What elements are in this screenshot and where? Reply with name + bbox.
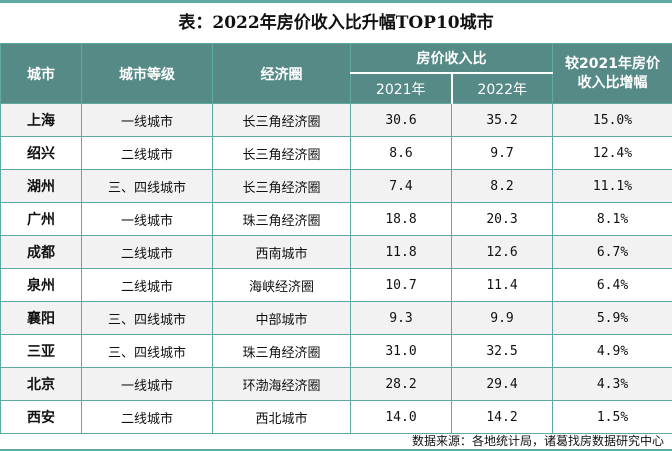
cell-growth: 5.9%: [552, 301, 672, 335]
cell-city: 北京: [0, 367, 82, 401]
table-row: 湖州 三、四线城市 长三角经济圈 7.4 8.2 11.1%: [0, 169, 672, 203]
cell-y2022: 32.5: [451, 334, 553, 368]
cell-city: 成都: [0, 235, 82, 269]
top-accent-bar: [0, 0, 672, 3]
data-table: 城市 城市等级 经济圈 房价收入比 较2021年房价收入比增幅 2021年 20…: [0, 43, 672, 434]
cell-y2022: 29.4: [451, 367, 553, 401]
cell-city: 三亚: [0, 334, 82, 368]
cell-tier: 三、四线城市: [81, 334, 213, 368]
cell-growth: 6.7%: [552, 235, 672, 269]
header-2021: 2021年: [350, 72, 453, 104]
cell-growth: 6.4%: [552, 268, 672, 302]
cell-region: 西南城市: [212, 235, 351, 269]
cell-growth: 1.5%: [552, 400, 672, 434]
cell-region: 珠三角经济圈: [212, 334, 351, 368]
cell-y2022: 14.2: [451, 400, 553, 434]
table-row: 广州 一线城市 珠三角经济圈 18.8 20.3 8.1%: [0, 202, 672, 236]
cell-y2022: 8.2: [451, 169, 553, 203]
bottom-accent-bar: [0, 449, 672, 451]
cell-region: 长三角经济圈: [212, 169, 351, 203]
cell-growth: 15.0%: [552, 103, 672, 137]
cell-y2021: 8.6: [350, 136, 452, 170]
header-2022: 2022年: [451, 72, 553, 104]
cell-tier: 一线城市: [81, 367, 213, 401]
cell-y2021: 30.6: [350, 103, 452, 137]
cell-city: 绍兴: [0, 136, 82, 170]
cell-region: 环渤海经济圈: [212, 367, 351, 401]
cell-region: 珠三角经济圈: [212, 202, 351, 236]
table-row: 北京 一线城市 环渤海经济圈 28.2 29.4 4.3%: [0, 367, 672, 401]
header-ratio: 房价收入比: [350, 43, 553, 74]
cell-y2022: 11.4: [451, 268, 553, 302]
cell-tier: 三、四线城市: [81, 169, 213, 203]
cell-tier: 二线城市: [81, 136, 213, 170]
cell-y2022: 9.9: [451, 301, 553, 335]
header-growth: 较2021年房价收入比增幅: [552, 43, 672, 104]
cell-y2021: 10.7: [350, 268, 452, 302]
table-row: 西安 二线城市 西北城市 14.0 14.2 1.5%: [0, 400, 672, 434]
cell-city: 襄阳: [0, 301, 82, 335]
cell-region: 海峡经济圈: [212, 268, 351, 302]
cell-y2021: 11.8: [350, 235, 452, 269]
cell-y2021: 28.2: [350, 367, 452, 401]
header-region: 经济圈: [212, 43, 351, 104]
source-note: 数据来源：各地统计局，诸葛找房数据研究中心: [411, 434, 664, 448]
cell-y2022: 20.3: [451, 202, 553, 236]
cell-y2021: 31.0: [350, 334, 452, 368]
cell-region: 长三角经济圈: [212, 103, 351, 137]
cell-region: 长三角经济圈: [212, 136, 351, 170]
cell-y2021: 18.8: [350, 202, 452, 236]
cell-growth: 11.1%: [552, 169, 672, 203]
cell-growth: 8.1%: [552, 202, 672, 236]
cell-city: 西安: [0, 400, 82, 434]
cell-y2021: 14.0: [350, 400, 452, 434]
cell-tier: 一线城市: [81, 202, 213, 236]
cell-tier: 二线城市: [81, 268, 213, 302]
table-row: 泉州 二线城市 海峡经济圈 10.7 11.4 6.4%: [0, 268, 672, 302]
cell-city: 湖州: [0, 169, 82, 203]
table-row: 襄阳 三、四线城市 中部城市 9.3 9.9 5.9%: [0, 301, 672, 335]
cell-city: 上海: [0, 103, 82, 137]
table-row: 绍兴 二线城市 长三角经济圈 8.6 9.7 12.4%: [0, 136, 672, 170]
cell-y2022: 35.2: [451, 103, 553, 137]
cell-tier: 一线城市: [81, 103, 213, 137]
table-title: 表：2022年房价收入比升幅TOP10城市: [178, 13, 494, 33]
cell-growth: 4.9%: [552, 334, 672, 368]
table-row: 三亚 三、四线城市 珠三角经济圈 31.0 32.5 4.9%: [0, 334, 672, 368]
header-tier: 城市等级: [81, 43, 213, 104]
cell-region: 西北城市: [212, 400, 351, 434]
cell-tier: 二线城市: [81, 400, 213, 434]
cell-y2021: 7.4: [350, 169, 452, 203]
header-city: 城市: [0, 43, 82, 104]
cell-growth: 12.4%: [552, 136, 672, 170]
table-row: 上海 一线城市 长三角经济圈 30.6 35.2 15.0%: [0, 103, 672, 137]
table-row: 成都 二线城市 西南城市 11.8 12.6 6.7%: [0, 235, 672, 269]
cell-growth: 4.3%: [552, 367, 672, 401]
cell-y2022: 9.7: [451, 136, 553, 170]
cell-city: 泉州: [0, 268, 82, 302]
cell-tier: 二线城市: [81, 235, 213, 269]
cell-y2022: 12.6: [451, 235, 553, 269]
cell-region: 中部城市: [212, 301, 351, 335]
cell-tier: 三、四线城市: [81, 301, 213, 335]
cell-y2021: 9.3: [350, 301, 452, 335]
cell-city: 广州: [0, 202, 82, 236]
